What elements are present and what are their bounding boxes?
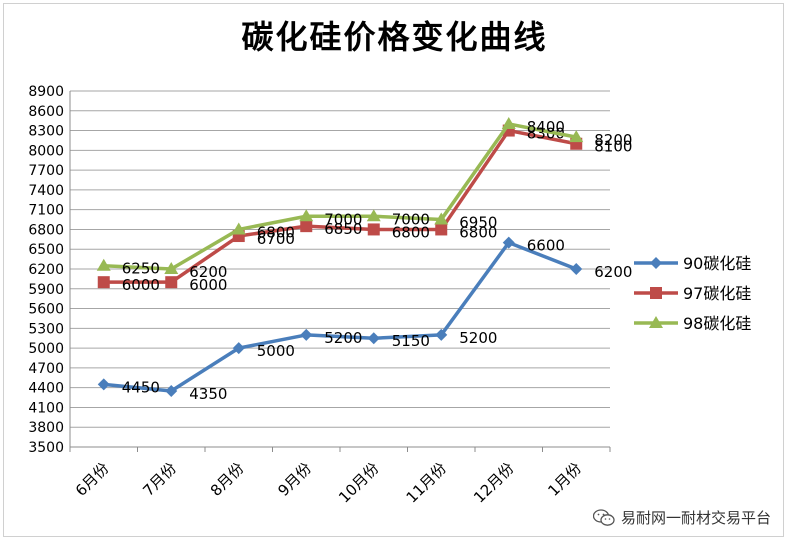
- legend-label-2: 98碳化硅: [683, 314, 751, 333]
- legend-label-1: 97碳化硅: [683, 284, 751, 303]
- data-point-2-5: [434, 212, 449, 225]
- y-tick-label: 3800: [28, 420, 64, 436]
- x-tick-label: 1月份: [544, 459, 585, 500]
- x-tick-label: 12月份: [470, 459, 517, 506]
- data-label-0-7: 6200: [594, 263, 632, 281]
- data-point-0-4: [367, 332, 380, 345]
- data-point-2-7: [569, 130, 584, 143]
- series-line-2: [103, 122, 577, 271]
- data-label-1-5: 6800: [459, 223, 497, 241]
- data-point-1-5: [435, 223, 448, 236]
- legend-marker-0: [650, 257, 662, 269]
- data-label-2-3: 7000: [324, 210, 362, 228]
- watermark-text: 易耐网一耐材交易平台: [620, 509, 771, 527]
- data-label-2-7: 8200: [594, 131, 632, 149]
- y-tick-label: 6800: [28, 222, 64, 238]
- data-point-0-7: [570, 263, 583, 275]
- data-point-0-6: [502, 236, 515, 249]
- y-tick-label: 6200: [28, 262, 64, 278]
- data-label-0-3: 5200: [324, 329, 362, 347]
- data-point-2-0: [96, 258, 111, 271]
- chart-frame: [3, 3, 784, 537]
- data-label-2-2: 6800: [257, 223, 295, 241]
- data-label-1-4: 6800: [392, 223, 430, 241]
- data-point-1-1: [165, 276, 178, 289]
- data-label-1-7: 8100: [594, 138, 632, 156]
- y-tick-label: 4400: [28, 381, 64, 397]
- series-line-1: [103, 128, 577, 284]
- data-label-0-6: 6600: [527, 237, 565, 255]
- data-point-0-3: [300, 328, 313, 341]
- x-tick-label: 9月份: [274, 459, 315, 500]
- y-tick-label: 6500: [28, 242, 64, 258]
- x-tick-label: 7月份: [139, 459, 180, 500]
- y-tick-label: 7100: [28, 203, 64, 219]
- y-tick-label: 5000: [28, 341, 64, 357]
- data-point-0-1: [165, 384, 178, 397]
- x-tick-label: 10月份: [335, 459, 382, 506]
- y-tick-label: 7700: [28, 163, 64, 179]
- data-point-1-3: [300, 220, 313, 233]
- data-label-1-0: 6000: [122, 276, 160, 294]
- y-tick-label: 5600: [28, 302, 64, 318]
- legend-label-0: 90碳化硅: [683, 254, 751, 273]
- data-label-1-1: 6000: [189, 276, 227, 294]
- y-tick-label: 3500: [28, 440, 64, 456]
- data-label-2-4: 7000: [392, 210, 430, 228]
- watermark: 易耐网一耐材交易平台: [592, 507, 771, 528]
- y-tick-label: 5900: [28, 282, 64, 298]
- data-label-2-1: 6200: [189, 263, 227, 281]
- y-tick-label: 4700: [28, 361, 64, 377]
- legend-marker-1: [650, 287, 662, 299]
- data-point-2-4: [366, 209, 381, 222]
- data-label-2-6: 8400: [527, 118, 565, 136]
- y-tick-label: 8000: [28, 143, 64, 159]
- legend-marker-2: [649, 316, 663, 328]
- data-label-0-4: 5150: [392, 332, 430, 350]
- data-point-0-5: [435, 328, 448, 341]
- data-point-2-2: [231, 222, 246, 235]
- y-tick-label: 8900: [28, 84, 64, 100]
- y-tick-label: 7400: [28, 183, 64, 199]
- data-label-1-3: 6850: [324, 220, 362, 238]
- y-tick-label: 4100: [28, 400, 64, 416]
- y-tick-label: 8300: [28, 124, 64, 140]
- data-label-0-1: 4350: [189, 385, 227, 403]
- data-label-0-0: 4450: [122, 378, 160, 396]
- wechat-icon: [592, 508, 615, 526]
- data-label-0-2: 5000: [257, 342, 295, 360]
- y-tick-label: 5300: [28, 321, 64, 337]
- x-tick-label: 8月份: [207, 459, 248, 500]
- data-point-1-4: [367, 223, 380, 236]
- data-point-1-0: [97, 276, 110, 289]
- data-point-0-0: [97, 378, 110, 391]
- chart-title: 碳化硅价格变化曲线: [241, 18, 548, 56]
- x-tick-label: 6月份: [72, 459, 113, 500]
- data-label-1-2: 6700: [257, 230, 295, 248]
- data-point-2-3: [299, 209, 314, 222]
- data-label-0-5: 5200: [459, 329, 497, 347]
- data-label-2-5: 6950: [459, 214, 497, 232]
- data-label-2-0: 6250: [122, 260, 160, 278]
- x-tick-label: 11月份: [403, 459, 450, 506]
- data-point-2-6: [501, 116, 516, 129]
- series-line-0: [103, 240, 577, 393]
- y-tick-label: 8600: [28, 104, 64, 120]
- data-point-0-2: [232, 342, 245, 355]
- data-point-2-1: [164, 262, 179, 274]
